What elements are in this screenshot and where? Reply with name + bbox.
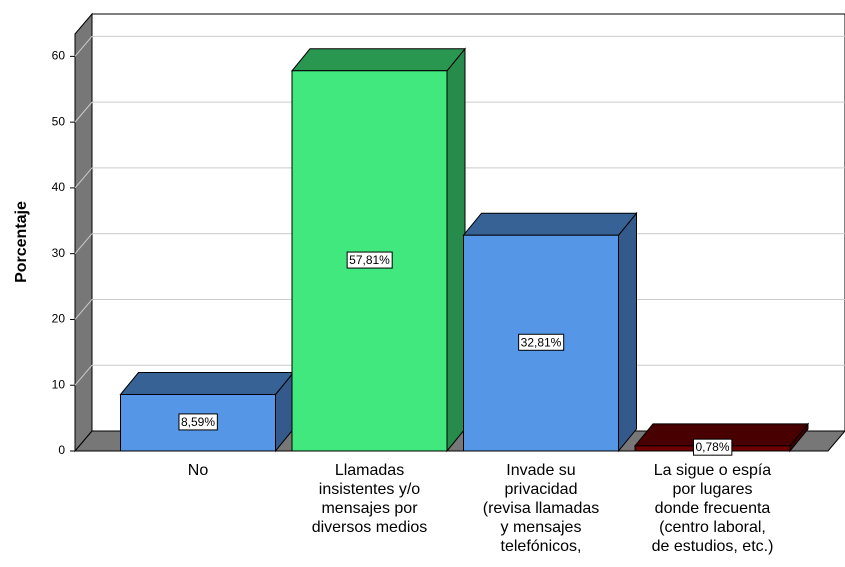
value-label-box — [346, 251, 393, 269]
y-tick-label: 40 — [52, 180, 66, 194]
value-label: 32,81% — [521, 335, 562, 349]
bar — [462, 211, 638, 453]
x-tick-label: La sigue o espía por lugares donde frecuen… — [652, 462, 774, 555]
y-tick-label: 50 — [52, 114, 66, 128]
value-label-box — [692, 438, 733, 456]
grid-line — [74, 233, 93, 255]
bar-top — [119, 372, 295, 396]
y-tick-label: 20 — [52, 312, 66, 326]
value-label: 8,59% — [181, 415, 215, 429]
value-label: 57,81% — [349, 253, 390, 267]
grid-line — [74, 364, 93, 386]
x-tick-label: Invade su privacidad (revisa llamadas y men… — [483, 462, 599, 555]
y-tick-label: 10 — [52, 377, 66, 391]
y-tick-label: 0 — [58, 443, 65, 457]
grid-line — [74, 299, 93, 320]
bar-side — [446, 47, 466, 453]
y-axis-label: Porcentaje — [13, 201, 30, 283]
grid-line — [74, 36, 93, 57]
value-label-box — [178, 413, 218, 431]
x-tick-label: No — [188, 462, 209, 479]
grid-line — [74, 167, 93, 189]
bar-side — [618, 211, 637, 453]
x-tick-label: Llamadas insistentes y/o mensajes por diver… — [312, 462, 428, 536]
value-label-box — [518, 333, 565, 351]
bar-top — [462, 212, 638, 236]
grid-line — [74, 101, 93, 123]
value-label: 0,78% — [695, 440, 729, 454]
bar — [119, 371, 295, 453]
bar — [290, 47, 467, 453]
bar-top — [290, 48, 467, 72]
y-tick-label: 60 — [52, 49, 66, 63]
y-tick-label: 30 — [52, 246, 66, 260]
left-wall — [74, 12, 93, 453]
